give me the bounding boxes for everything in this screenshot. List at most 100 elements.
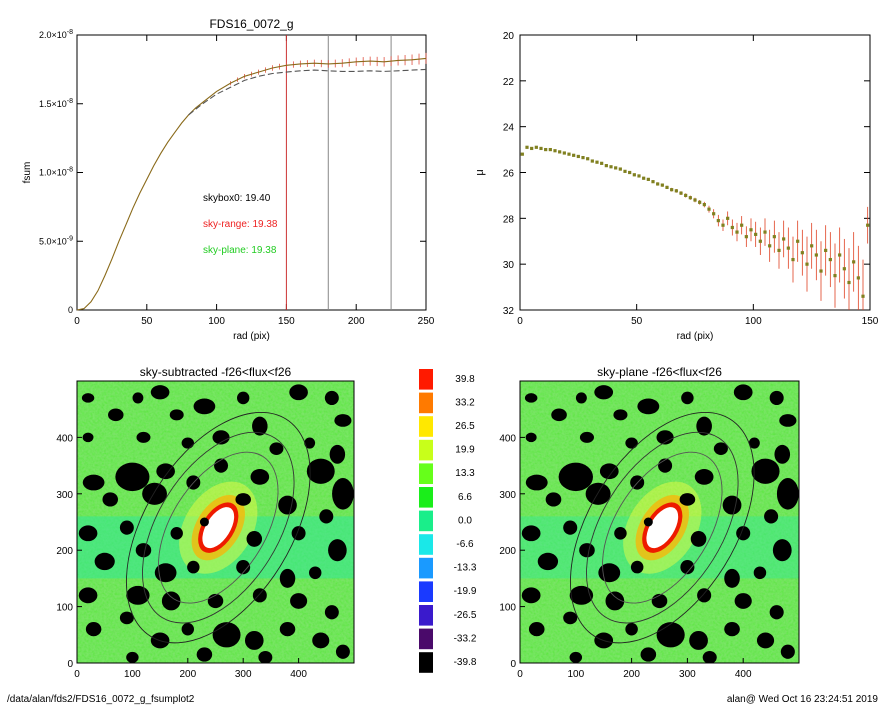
data-point [530,146,534,151]
data-point [674,189,678,193]
masked-source [551,408,567,422]
data-point [576,154,580,159]
masked-source [637,398,660,415]
data-point [800,251,804,255]
data-point [866,223,870,227]
masked-source [154,563,177,583]
masked-source [279,568,296,588]
data-point [838,253,842,257]
footer-timestamp: alan@ Wed Oct 16 23:24:51 2019 [726,694,878,705]
colorbar-swatch [419,605,433,626]
masked-source [537,552,559,571]
masked-source [769,390,784,406]
x-axis-label: rad (pix) [677,331,714,342]
masked-source [614,526,627,540]
data-point [600,161,604,165]
x-tick-label: 400 [290,669,307,680]
y-tick-label: 30 [503,260,515,271]
masked-source [605,591,625,611]
y-tick-label: 24 [503,123,515,134]
data-point [828,257,832,262]
x-tick-label: 300 [679,669,696,680]
masked-source [696,416,712,436]
masked-source [594,385,614,400]
colorbar-swatch [419,557,433,579]
masked-source [599,463,619,480]
y-tick-label: 22 [503,77,515,88]
data-point [670,188,674,192]
aperture-ellipse [570,411,755,644]
colorbar-label: -13.3 [454,563,477,574]
y-tick-label: 0 [67,659,73,670]
masked-source [579,431,594,443]
colorbar-swatch [419,439,433,461]
aperture-ellipse [125,411,311,644]
aperture-ellipse [142,431,295,624]
image-frame [76,380,355,664]
data-point [796,239,800,243]
y-tick-label: 20 [503,31,515,42]
masked-source [291,526,306,541]
masked-source [734,593,752,609]
masked-source [558,462,593,492]
masked-source [289,384,308,401]
data-point [740,223,744,227]
masked-source [689,630,708,650]
y-tick-label: 100 [499,603,516,614]
y-axis-label: μ [474,169,486,175]
annotation-0: skybox0: 19.40 [203,193,271,204]
x-tick-label: 150 [278,316,295,327]
masked-source [126,585,150,605]
data-point [618,167,622,171]
masked-source [181,437,195,449]
x-tick-label: 100 [124,669,141,680]
colorbar-swatch [419,392,433,414]
data-point [688,196,692,200]
colorbar-label: -26.5 [454,610,477,621]
x-tick-label: 200 [348,316,365,327]
masked-source [207,593,224,609]
data-point [726,216,730,220]
y-tick-label: 400 [56,433,73,444]
colorbar-swatch [419,534,433,555]
masked-source [779,414,797,427]
colorbar-swatch [419,416,433,437]
x-axis-label: rad (pix) [233,331,270,342]
colorbar-swatch [419,628,433,650]
y-tick-label: 300 [56,490,73,501]
masked-source [78,587,98,604]
x-tick-label: 300 [235,669,252,680]
data-point [702,202,706,207]
masked-source [258,651,273,663]
central-mask [199,517,209,527]
masked-source [772,539,792,562]
y-tick-label: 0 [68,305,73,315]
data-point [852,260,856,264]
colorbar-label: 19.9 [455,445,475,456]
x-tick-label: 0 [74,316,80,327]
masked-source [524,393,538,403]
masked-source [324,605,339,620]
masked-source [656,430,674,445]
colorbar-swatch [419,463,433,484]
data-point [628,170,632,175]
masked-source [319,509,334,524]
masked-source [236,560,251,575]
x-tick-label: 100 [745,316,762,327]
data-point [642,176,646,180]
data-point [749,228,753,232]
masked-source [108,408,124,422]
masked-source [252,416,268,436]
galaxy-core [202,507,235,549]
masked-source [290,593,308,609]
masked-source [681,391,694,405]
masked-source [748,437,760,449]
masked-source [525,432,537,443]
colorbar-swatch [419,652,433,673]
masked-source [212,430,230,445]
masked-source [722,495,742,515]
masked-source [329,444,346,464]
data-point [730,225,734,230]
x-tick-label: 0 [517,669,523,680]
